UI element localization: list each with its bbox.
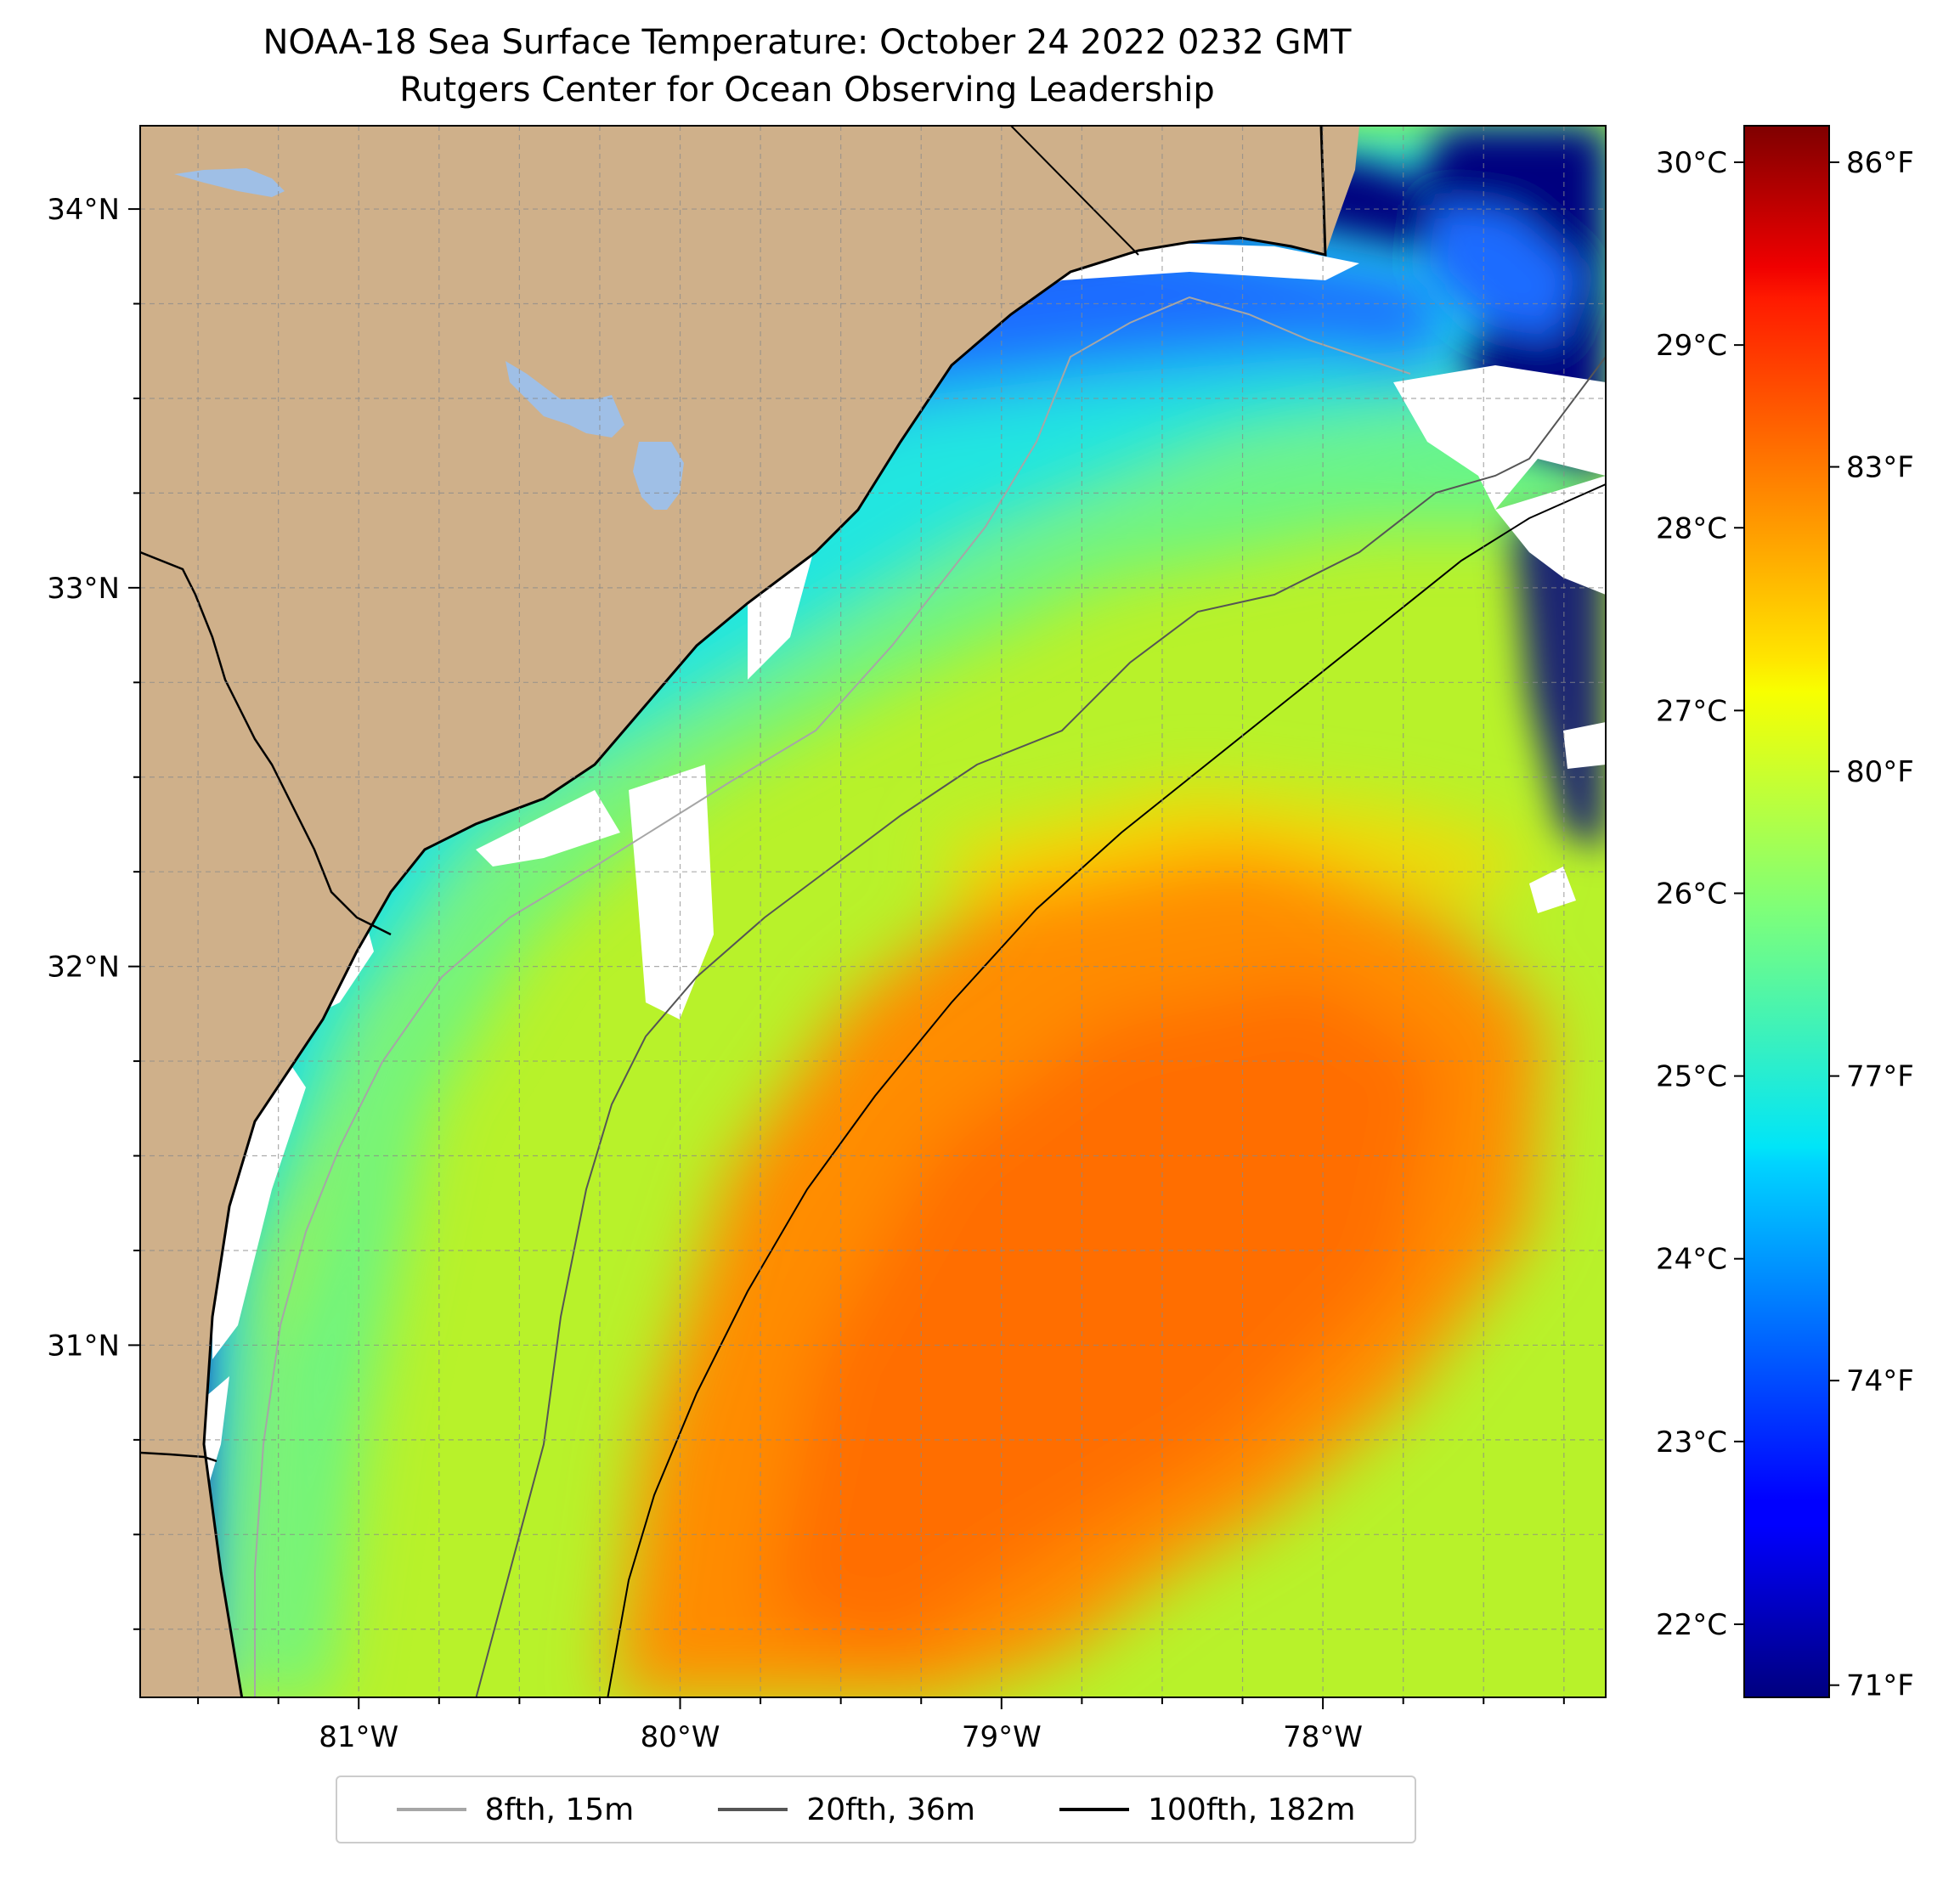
map-title: NOAA-18 Sea Surface Temperature: October… [0, 19, 1614, 114]
legend-entry-8fth: 8fth, 15m [396, 1792, 635, 1827]
sst-band-blue [140, 195, 1461, 1697]
graticule [140, 126, 1606, 1697]
y-tick-label: 33°N [47, 572, 120, 606]
legend-swatch-20fth [718, 1808, 788, 1811]
legend-label-100fth: 100fth, 182m [1148, 1792, 1356, 1827]
sst-yellow-rim [935, 790, 1529, 900]
lake-marion [506, 361, 624, 438]
fahrenheit-tick-label: 71°F [1846, 1669, 1914, 1703]
legend-swatch-8fth [396, 1808, 466, 1811]
celsius-tick-label: 27°C [1656, 694, 1727, 728]
sst-warm-inner [765, 977, 1444, 1657]
isobath-legend: 8fth, 15m 20fth, 36m 100fth, 182m [336, 1776, 1416, 1843]
sst-band-lightgreen [255, 365, 1606, 1697]
y-tick-label: 34°N [47, 193, 120, 227]
x-tick-label: 79°W [962, 1720, 1042, 1754]
legend-entry-100fth: 100fth, 182m [1059, 1792, 1355, 1827]
x-tick-label: 81°W [319, 1720, 398, 1754]
fahrenheit-tick-label: 83°F [1846, 451, 1914, 485]
fahrenheit-tick-label: 74°F [1846, 1364, 1914, 1398]
celsius-tick-label: 25°C [1656, 1060, 1727, 1094]
y-tick-label: 31°N [47, 1329, 120, 1363]
sst-eddy-northeast [1427, 204, 1580, 340]
coastline [202, 126, 1327, 1697]
celsius-tick-label: 24°C [1656, 1243, 1727, 1277]
fahrenheit-tick-label: 77°F [1846, 1060, 1914, 1094]
fahrenheit-tick-label: 80°F [1846, 755, 1914, 789]
fahrenheit-tick-label: 86°F [1846, 146, 1914, 180]
map-frame [139, 125, 1607, 1698]
celsius-tick-label: 22°C [1656, 1608, 1727, 1642]
celsius-tick-label: 29°C [1656, 329, 1727, 363]
isobath-8fth [254, 296, 1411, 1697]
x-tick-label: 80°W [641, 1720, 720, 1754]
lake-north [174, 168, 285, 197]
state-border-nc-sc [1010, 126, 1139, 256]
state-border-sc-ga [140, 550, 392, 936]
legend-swatch-100fth [1059, 1808, 1130, 1811]
isobath-100fth [607, 483, 1606, 1697]
state-border-ga-fl [140, 1451, 217, 1463]
land-strip-northeast [1321, 126, 1359, 255]
x-tick-label: 78°W [1283, 1720, 1363, 1754]
title-line-2: Rutgers Center for Ocean Observing Leade… [399, 71, 1215, 110]
legend-label-20fth: 20fth, 36m [806, 1792, 975, 1827]
celsius-tick-label: 26°C [1656, 877, 1727, 911]
legend-entry-20fth: 20fth, 36m [718, 1792, 975, 1827]
colorbar-ticks: 22°C 23°C 24°C 25°C 26°C 27°C 28°C 29°C 30°C 71°F… [1656, 146, 1914, 1703]
land-mass [140, 126, 1325, 1697]
y-tick-label: 32°N [47, 951, 120, 985]
legend-label-8fth: 8fth, 15m [484, 1792, 635, 1827]
celsius-tick-label: 23°C [1656, 1426, 1727, 1459]
title-line-1: NOAA-18 Sea Surface Temperature: October… [263, 23, 1352, 62]
celsius-tick-label: 30°C [1656, 146, 1727, 180]
isobath-20fth [475, 356, 1606, 1697]
celsius-tick-label: 28°C [1656, 511, 1727, 545]
map-axes: 81°W 80°W 79°W 78°W 31°N 32°N 33°N 34°N [47, 193, 1565, 1754]
colorbar-gradient [1743, 125, 1830, 1698]
